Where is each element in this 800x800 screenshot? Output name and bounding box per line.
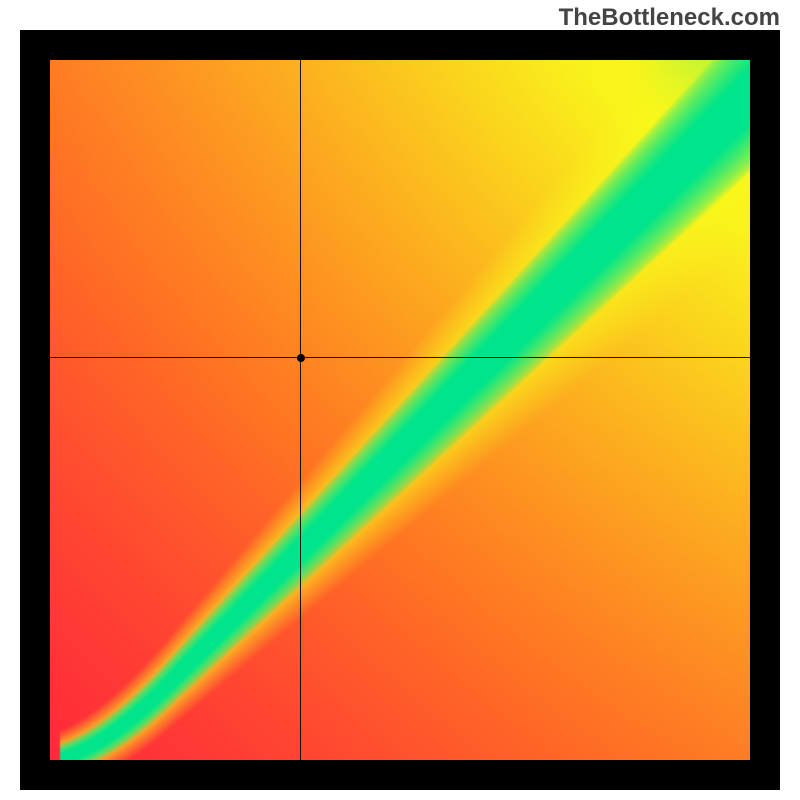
heatmap-canvas-holder bbox=[50, 60, 750, 760]
crosshair-vertical bbox=[300, 60, 301, 760]
crosshair-horizontal bbox=[50, 357, 750, 358]
crosshair-marker bbox=[297, 354, 305, 362]
page-root: TheBottleneck.com bbox=[0, 0, 800, 800]
chart-frame bbox=[20, 30, 780, 790]
attribution-text: TheBottleneck.com bbox=[559, 4, 780, 32]
heatmap-canvas bbox=[50, 60, 750, 760]
